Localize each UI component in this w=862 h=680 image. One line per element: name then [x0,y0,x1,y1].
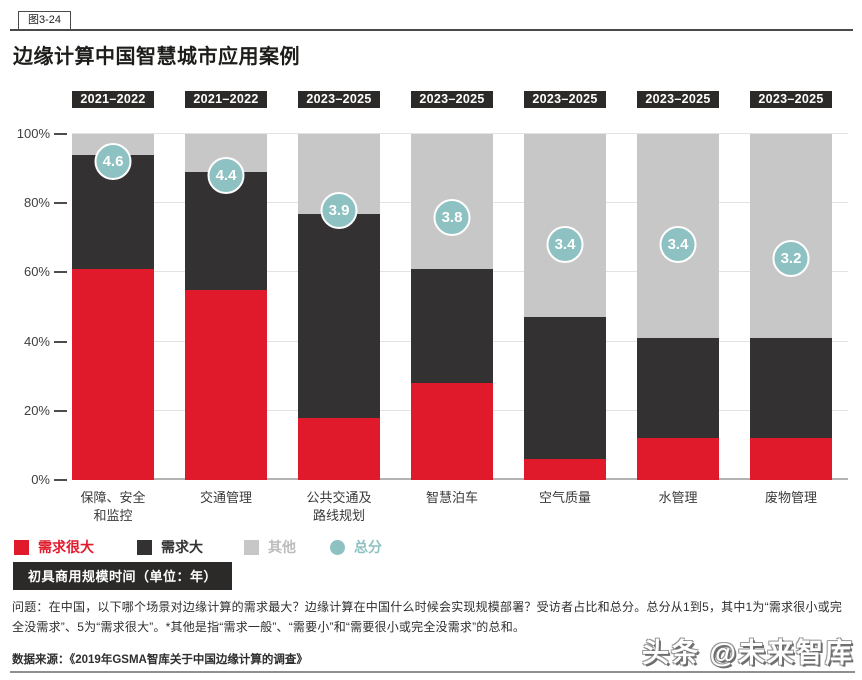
timeframe-badge: 2023–2025 [637,91,719,108]
legend-swatch-icon [14,539,29,555]
timeframe-badge: 2023–2025 [524,91,606,108]
score-badge: 3.2 [772,240,810,278]
y-axis-label: 100% [16,126,50,141]
y-axis-tick [54,271,67,274]
watermark: 头条 @未来智库 [642,638,854,668]
score-badge: 3.9 [320,191,358,229]
footer-rule [10,671,855,673]
score-badge: 3.8 [433,198,471,236]
legend-item: 总分 [330,537,382,557]
timeframe-row: 2021–2022 2021–2022 2023–2025 2023–2025 2023… [72,91,848,108]
category-label: 公共交通及 路线规划 [306,490,372,523]
header-rule [10,29,853,31]
timeframe-badge: 2023–2025 [750,91,832,108]
legend-label: 总分 [354,539,382,555]
segment-very-large-demand [524,459,606,480]
data-source: 数据来源：《2019年GSMA智库关于中国边缘计算的调查》 [12,654,308,666]
figure-tag: 图3-24 [18,11,72,29]
segment-very-large-demand [72,268,154,480]
legend-item: 需求很大 [14,537,94,557]
segment-very-large-demand [298,417,380,480]
y-axis-label: 0% [31,472,50,487]
y-axis-tick [54,202,67,205]
category-label: 废物管理 [764,490,817,505]
timeframe-badge: 2021–2022 [185,91,267,108]
category-label: 智慧泊车 [425,490,478,505]
score-badge: 3.4 [659,226,697,264]
bar-column: 4.6 [72,134,154,480]
bar-column: 3.4 [524,134,606,480]
bar-column: 3.8 [411,134,493,480]
segment-large-demand [298,213,380,418]
legend-swatch-icon [137,539,152,555]
segment-very-large-demand [750,438,832,480]
timeframe-badge: 2021–2022 [72,91,154,108]
legend-item: 其他 [244,537,296,557]
category-label: 空气质量 [538,490,591,505]
legend-label: 需求大 [161,539,203,555]
segment-very-large-demand [411,383,493,480]
category-label: 水管理 [658,490,698,505]
bar-column: 4.4 [185,134,267,480]
segment-large-demand [411,268,493,384]
bar-column: 3.9 [298,134,380,480]
timeframe-badge: 2023–2025 [411,91,493,108]
legend-item: 需求大 [137,537,203,557]
y-axis-tick [54,479,67,481]
footnote-text: 问题：在中国，以下哪个场景对边缘计算的需求最大？边缘计算在中国什么时候会实现规模… [12,600,843,635]
y-axis-tick [54,409,67,412]
score-badge: 4.4 [207,157,245,195]
y-axis-label: 60% [23,264,50,280]
segment-other [750,134,832,339]
category-label: 交通管理 [199,490,252,505]
legend-swatch-icon [244,539,259,555]
timeframe-badge: 2023–2025 [298,91,380,108]
y-axis-tick [54,340,67,343]
legend: 需求很大 需求大 其他 总分 [0,537,862,555]
segment-large-demand [637,338,719,439]
segment-large-demand [524,317,606,460]
gridline [72,133,848,134]
score-badge: 3.4 [546,226,584,264]
bar-column: 3.2 [750,134,832,480]
y-axis-label: 80% [23,195,50,211]
y-axis-tick [54,133,67,135]
score-badge: 4.6 [94,143,132,181]
bar-column: 3.4 [637,134,719,480]
chart-plot-area: 100% 80% 60% 40% 20% 0% 4.6 4.4 3.9 3.8 3.4 3.4 3.2 [17,126,848,487]
category-label: 保障、安全 和监控 [80,490,146,523]
timeline-caption: 初具商用规模时间（单位：年） [13,562,233,590]
legend-label: 需求很大 [38,539,94,555]
chart-title: 边缘计算中国智慧城市应用案例 [13,46,300,68]
segment-other [524,134,606,318]
legend-label: 其他 [268,539,296,555]
segment-very-large-demand [185,289,267,480]
segment-large-demand [750,338,832,439]
y-axis-label: 20% [23,402,50,418]
segment-very-large-demand [637,438,719,480]
score-legend-dot-icon [330,539,345,555]
y-axis-label: 40% [23,333,50,349]
